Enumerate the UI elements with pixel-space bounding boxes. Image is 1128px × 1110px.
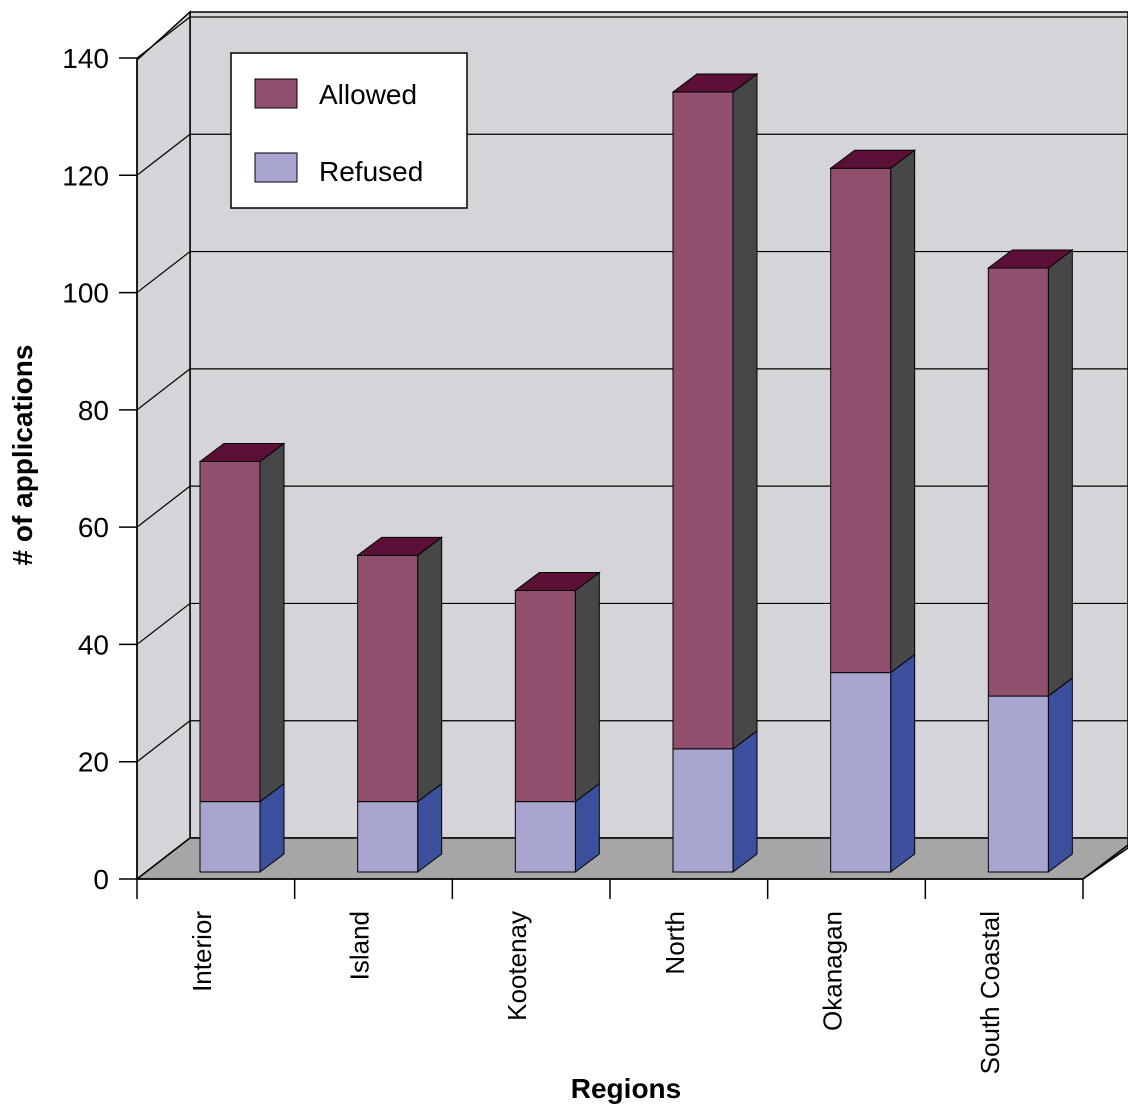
y-tick-label: 100 [62, 278, 109, 309]
bar-top [671, 73, 759, 93]
floor [134, 837, 1128, 880]
bar-stack [671, 73, 759, 873]
y-tick-label: 80 [78, 395, 109, 426]
bar-refused [514, 801, 576, 873]
bar-stack [513, 571, 601, 873]
floor-edge-line [1082, 844, 1128, 880]
legend: Allowed Refused [230, 52, 468, 209]
gridline [136, 485, 1128, 528]
x-tick-label: Island [345, 911, 375, 980]
gridlines [136, 16, 1128, 763]
gridline [136, 602, 1128, 645]
gridline [136, 720, 1128, 763]
bar-refused-side [1047, 677, 1073, 873]
bar-allowed-side [417, 536, 443, 803]
x-tick-label: Okanagan [818, 911, 848, 1031]
bar-allowed [514, 590, 576, 803]
gridline [136, 16, 1128, 59]
x-tick-label: South Coastal [975, 911, 1005, 1074]
bar-allowed-side [574, 571, 600, 803]
y-tick-label: 20 [78, 747, 109, 778]
y-tick-label: 120 [62, 160, 109, 191]
x-tick-label: North [660, 911, 690, 975]
bar-stack [356, 536, 444, 873]
labels-group: 0 20 40 60 80 100 120 140 Interior Island Kootenay… [62, 43, 1005, 1074]
bar-refused-side [890, 653, 916, 873]
bar-stack [986, 248, 1074, 873]
bar-allowed [357, 554, 419, 803]
y-tick-label: 40 [78, 629, 109, 660]
x-tick-label: Kootenay [502, 911, 532, 1021]
bar-refused [357, 801, 419, 873]
bar-stack [198, 442, 286, 873]
bar-refused-side [732, 729, 758, 873]
bar-refused [987, 695, 1049, 873]
x-tick-label: Interior [187, 911, 217, 992]
gridline [136, 368, 1128, 411]
bar-stack [829, 149, 917, 873]
legend-swatch-allowed [254, 78, 298, 109]
gridline [136, 133, 1128, 176]
legend-swatch-refused [254, 152, 298, 183]
y-tick-label: 140 [62, 43, 109, 74]
legend-label-allowed: Allowed [319, 79, 417, 110]
bar-allowed-side [1047, 248, 1073, 698]
bar-top [198, 443, 286, 462]
bar-allowed-side [259, 442, 285, 803]
bar-allowed-side [890, 149, 916, 674]
bar-top [986, 249, 1074, 269]
legend-label-refused: Refused [319, 156, 423, 187]
bar-top [513, 572, 601, 592]
y-axis-title: # of applications [7, 345, 38, 566]
bar-allowed [987, 267, 1049, 697]
bars-group [198, 73, 1074, 873]
axes-group [119, 57, 1128, 899]
bar-top [829, 149, 917, 169]
bar-refused [672, 748, 734, 873]
gridline [136, 250, 1128, 294]
x-axis-title: Regions [571, 1073, 681, 1104]
y-tick-label: 60 [78, 512, 109, 543]
y-tick-label: 0 [93, 864, 109, 895]
bar-allowed [199, 461, 261, 803]
bar-allowed [830, 167, 892, 674]
bar-allowed [672, 91, 734, 750]
side-wall [136, 10, 191, 881]
bar-top [356, 536, 444, 556]
bar-refused [830, 672, 892, 873]
bar-allowed-side [732, 73, 758, 750]
bar-refused [199, 801, 261, 873]
